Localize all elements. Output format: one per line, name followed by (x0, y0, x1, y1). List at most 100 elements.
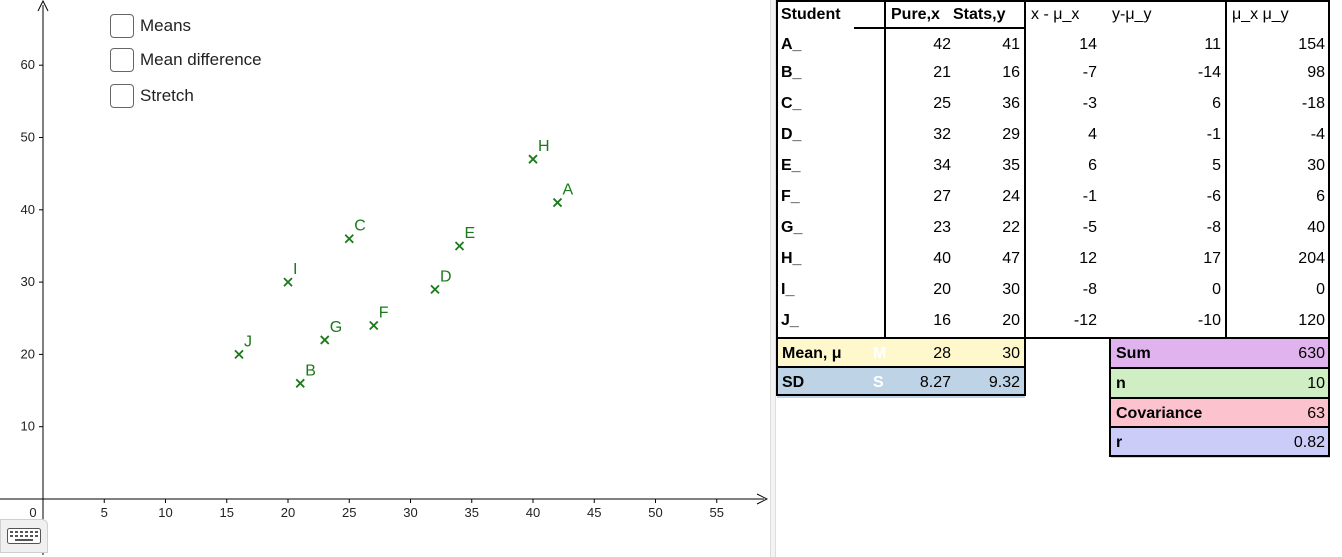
table-cell[interactable]: 5 (1212, 157, 1221, 174)
table-cell[interactable]: 204 (1298, 250, 1325, 267)
n-label[interactable]: n (1116, 375, 1126, 392)
table-cell[interactable]: -4 (1310, 126, 1325, 143)
table-cell[interactable]: 27 (933, 188, 951, 205)
sd-x[interactable]: 8.27 (919, 374, 951, 391)
point-d-label: D (440, 268, 452, 285)
scatter-plot[interactable]: 0 5 10 15 20 25 30 35 40 45 50 55 10 20 30 40 50 60 A B C D E F… (0, 0, 768, 557)
table-cell[interactable]: 16 (1002, 64, 1020, 81)
spreadsheet-view[interactable]: Student Pure,x Stats,y x - μ_x y-μ_y μ_x… (776, 0, 1342, 557)
mean-label[interactable]: Mean, μ (782, 345, 842, 362)
covariance-label[interactable]: Covariance (1116, 405, 1203, 422)
table-cell[interactable]: -18 (1301, 95, 1325, 112)
student-label-cell[interactable]: J_ (781, 312, 799, 329)
table-cell[interactable]: 16 (933, 312, 951, 329)
student-label-cell[interactable]: A_ (781, 36, 802, 53)
student-label-cell[interactable]: F_ (781, 188, 800, 205)
sum-label[interactable]: Sum (1116, 345, 1151, 362)
table-cell[interactable]: 41 (1002, 36, 1020, 53)
border-line (1109, 367, 1330, 369)
graphics-view[interactable]: 0 5 10 15 20 25 30 35 40 45 50 55 10 20 30 40 50 60 A B C D E F… (0, 0, 770, 557)
table-cell[interactable]: 6 (1088, 157, 1097, 174)
table-cell[interactable]: -12 (1073, 312, 1097, 329)
table-cell[interactable]: 47 (1002, 250, 1020, 267)
table-cell[interactable]: 24 (1002, 188, 1020, 205)
table-cell[interactable]: 32 (933, 126, 951, 143)
table-cell[interactable]: -8 (1082, 281, 1097, 298)
table-cell[interactable]: 11 (1204, 36, 1221, 53)
header-product[interactable]: μ_x μ_y (1232, 6, 1289, 23)
table-cell[interactable]: 98 (1307, 64, 1325, 81)
header-stats-y[interactable]: Stats,y (953, 6, 1006, 23)
table-cell[interactable]: 4 (1088, 126, 1097, 143)
n-value[interactable]: 10 (1307, 375, 1325, 392)
table-cell[interactable]: -5 (1082, 219, 1097, 236)
border-line (1109, 337, 1330, 339)
header-y-dev[interactable]: y-μ_y (1112, 6, 1152, 23)
table-cell[interactable]: 6 (1212, 95, 1221, 112)
student-label-cell[interactable]: E_ (781, 157, 801, 174)
student-label-cell[interactable]: D_ (781, 126, 802, 143)
table-cell[interactable]: -1 (1082, 188, 1097, 205)
table-cell[interactable]: -8 (1206, 219, 1221, 236)
table-cell[interactable]: 42 (933, 36, 951, 53)
student-label-cell[interactable]: G_ (781, 219, 803, 236)
r-label[interactable]: r (1116, 434, 1123, 451)
header-x-dev[interactable]: x - μ_x (1031, 6, 1080, 23)
point-d-marker (430, 284, 440, 294)
means-checkbox-box[interactable] (110, 14, 134, 38)
sd-y[interactable]: 9.32 (988, 374, 1020, 391)
mean-x[interactable]: 28 (933, 345, 951, 362)
table-cell[interactable]: 20 (933, 281, 951, 298)
table-cell[interactable]: 40 (1307, 219, 1325, 236)
mean-y[interactable]: 30 (1002, 345, 1020, 362)
table-cell[interactable]: -7 (1082, 64, 1097, 81)
table-cell[interactable]: 154 (1298, 36, 1325, 53)
table-cell[interactable]: 35 (1002, 157, 1020, 174)
x-tick-label: 20 (281, 505, 295, 520)
x-tick-label: 45 (587, 505, 601, 520)
r-value[interactable]: 0.82 (1293, 434, 1325, 451)
table-cell[interactable]: 34 (933, 157, 951, 174)
table-cell[interactable]: 6 (1316, 188, 1325, 205)
sum-value[interactable]: 630 (1298, 345, 1325, 362)
table-cell[interactable]: 21 (933, 64, 951, 81)
mean-difference-checkbox-box[interactable] (110, 48, 134, 72)
student-label-cell[interactable]: B_ (781, 64, 802, 81)
table-cell[interactable]: 0 (1212, 281, 1221, 298)
stretch-checkbox-box[interactable] (110, 84, 134, 108)
table-cell[interactable]: 25 (933, 95, 951, 112)
table-cell[interactable]: -14 (1197, 64, 1221, 81)
table-cell[interactable]: 0 (1316, 281, 1325, 298)
table-cell[interactable]: 120 (1298, 312, 1325, 329)
view-divider[interactable] (770, 0, 776, 557)
table-cell[interactable]: 30 (1002, 281, 1020, 298)
header-pure-x[interactable]: Pure,x (891, 6, 940, 23)
table-cell[interactable]: 40 (933, 250, 951, 267)
header-student[interactable]: Student (781, 6, 841, 23)
table-cell[interactable]: -1 (1206, 126, 1221, 143)
mean-difference-checkbox[interactable]: Mean difference (110, 46, 262, 74)
table-cell[interactable]: 30 (1307, 157, 1325, 174)
mean-row-bg (777, 339, 1025, 369)
table-cell[interactable]: 29 (1002, 126, 1020, 143)
table-cell[interactable]: 20 (1002, 312, 1020, 329)
means-checkbox[interactable]: Means (110, 12, 191, 40)
table-cell[interactable]: -10 (1197, 312, 1221, 329)
student-label-cell[interactable]: C_ (781, 95, 802, 112)
table-cell[interactable]: 23 (933, 219, 951, 236)
keyboard-button[interactable] (0, 519, 48, 553)
covariance-value[interactable]: 63 (1307, 405, 1325, 422)
table-cell[interactable]: -6 (1206, 188, 1221, 205)
student-label-cell[interactable]: I_ (781, 281, 795, 298)
border-line (1328, 337, 1330, 457)
table-cell[interactable]: -3 (1082, 95, 1097, 112)
table-cell[interactable]: 12 (1079, 250, 1097, 267)
sd-label[interactable]: SD (782, 374, 805, 391)
stretch-checkbox[interactable]: Stretch (110, 82, 194, 110)
y-tick-label: 10 (21, 419, 35, 434)
table-cell[interactable]: 36 (1002, 95, 1020, 112)
table-cell[interactable]: 22 (1002, 219, 1020, 236)
student-label-cell[interactable]: H_ (781, 250, 802, 267)
table-cell[interactable]: 17 (1203, 250, 1221, 267)
table-cell[interactable]: 14 (1079, 36, 1097, 53)
